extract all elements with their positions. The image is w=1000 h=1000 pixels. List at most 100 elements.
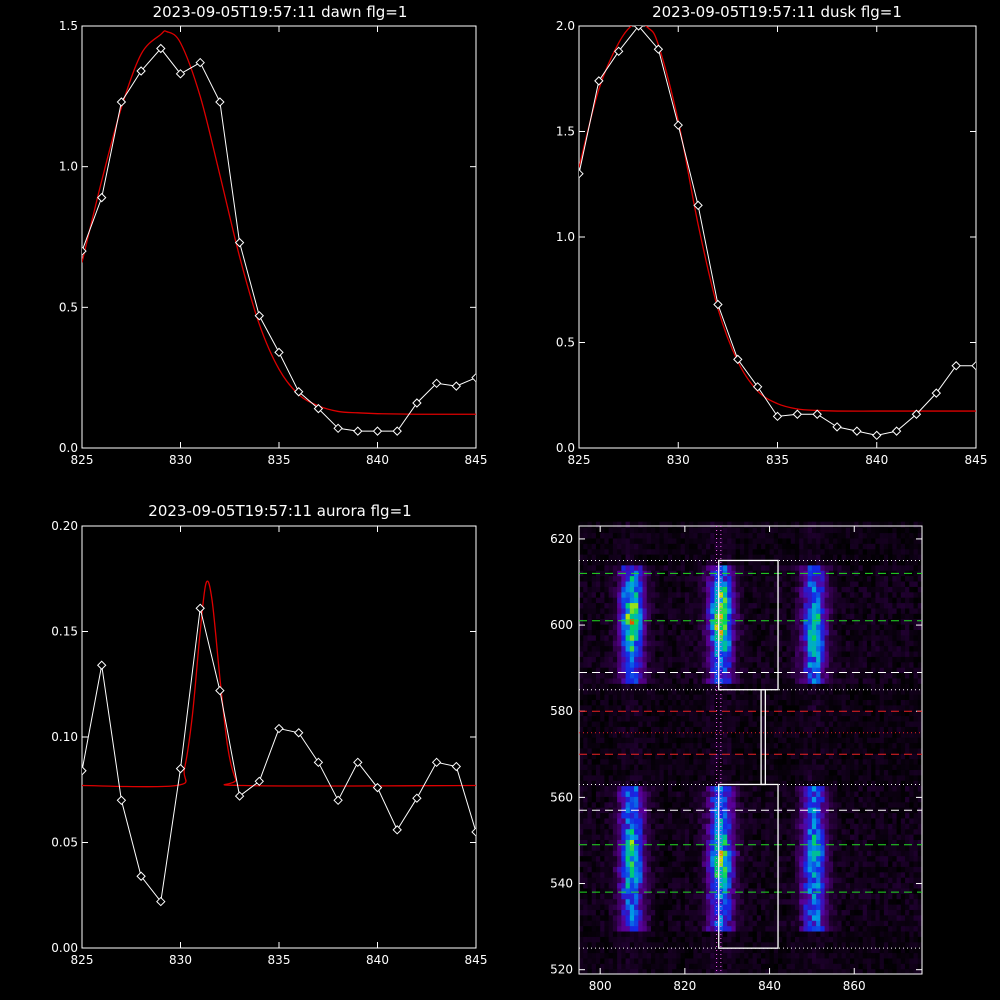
heatmap-cell — [761, 887, 766, 894]
heatmap-cell — [833, 893, 838, 900]
heatmap-cell — [883, 893, 889, 900]
heatmap-cell — [833, 774, 838, 781]
heatmap-cell — [888, 807, 893, 814]
heatmap-cell — [663, 898, 669, 905]
heatmap-cell — [689, 947, 694, 954]
heatmap-cell — [693, 817, 699, 824]
heatmap-cell — [642, 683, 648, 690]
heatmap-cell — [790, 769, 796, 776]
heatmap-cell — [799, 882, 805, 889]
heatmap-cell — [756, 952, 762, 959]
heatmap-cell — [706, 688, 711, 695]
heatmap-cell — [587, 774, 593, 781]
heatmap-cell — [612, 817, 618, 824]
heatmap-cell — [875, 952, 881, 959]
heatmap-cell — [828, 661, 834, 668]
heatmap-cell — [854, 828, 860, 835]
heatmap-cell — [786, 844, 792, 851]
heatmap-cell — [778, 914, 783, 921]
heatmap-cell — [600, 731, 606, 738]
heatmap-cell — [769, 785, 775, 792]
heatmap-cell — [706, 963, 711, 970]
heatmap-cell — [773, 715, 779, 722]
heatmap-cell — [684, 844, 690, 851]
heatmap-cell — [604, 764, 610, 770]
heatmap-cell — [646, 963, 652, 970]
heatmap-cell — [663, 909, 669, 916]
heatmap-cell — [909, 952, 915, 959]
heatmap-cell — [672, 731, 677, 738]
heatmap-cell — [676, 839, 682, 846]
heatmap-cell — [752, 871, 758, 878]
heatmap-cell — [722, 909, 728, 916]
heatmap-cell — [828, 893, 834, 900]
heatmap-cell — [680, 871, 686, 878]
heatmap-cell — [824, 672, 830, 679]
heatmap-cell — [909, 963, 915, 970]
heatmap-cell — [625, 914, 631, 921]
heatmap-cell — [617, 747, 622, 754]
heatmap-cell — [858, 893, 864, 900]
heatmap-cell — [701, 731, 707, 738]
heatmap-cell — [579, 764, 584, 770]
heatmap-cell — [621, 688, 627, 695]
heatmap-cell — [676, 774, 682, 781]
heatmap-cell — [634, 957, 639, 964]
heatmap-cell — [600, 925, 606, 932]
heatmap-cell — [862, 957, 868, 964]
heatmap-cell — [621, 855, 627, 862]
aurora|2-ytick-label: 0.15 — [51, 625, 78, 639]
heatmap-cell — [684, 715, 690, 722]
heatmap-cell — [896, 860, 902, 867]
heatmap-cell — [837, 742, 843, 749]
heatmap-cell — [579, 930, 584, 937]
heatmap-cell — [866, 737, 872, 744]
heatmap-cell — [828, 710, 834, 717]
heatmap-cell — [672, 780, 677, 787]
heatmap-cell — [701, 661, 707, 668]
heatmap-cell — [786, 968, 792, 975]
heatmap-cell — [888, 893, 893, 900]
heatmap-cell — [697, 909, 703, 916]
heatmap-cell — [871, 968, 877, 975]
heatmap-cell — [710, 844, 716, 851]
heatmap-cell — [608, 834, 614, 840]
heatmap-cell — [807, 855, 813, 862]
heatmap-cell — [591, 753, 597, 760]
heatmap-cell — [820, 699, 826, 706]
heatmap-cell — [600, 704, 606, 711]
heatmap-cell — [850, 887, 855, 894]
heatmap-cell — [731, 963, 737, 970]
heatmap-cell — [663, 780, 669, 787]
heatmap-cell — [680, 753, 686, 760]
heatmap-cell — [600, 774, 606, 781]
heatmap-cell — [655, 839, 661, 846]
heatmap-cell — [866, 936, 872, 943]
heatmap-cell — [744, 877, 749, 884]
heatmap-cell — [875, 683, 881, 690]
dusk-data-point — [594, 76, 604, 86]
heatmap-cell — [748, 672, 754, 679]
heatmap-cell — [663, 817, 669, 824]
heatmap-cell — [621, 801, 627, 808]
heatmap-cell — [854, 774, 860, 781]
heatmap-cell — [642, 930, 648, 937]
heatmap-cell — [731, 909, 737, 916]
heatmap-cell — [701, 790, 707, 797]
heatmap-cell — [820, 834, 826, 840]
heatmap-cell — [752, 866, 758, 873]
heatmap-cell — [655, 968, 661, 975]
heatmap-cell — [862, 866, 868, 873]
heatmap-cell — [820, 855, 826, 862]
heatmap-cell — [888, 720, 893, 727]
heatmap-cell — [905, 758, 910, 765]
heatmap-cell — [888, 877, 893, 884]
heatmap-cell — [913, 914, 919, 921]
heatmap-cell — [778, 952, 783, 959]
heatmap-cell — [600, 957, 606, 964]
heatmap-cell — [583, 699, 589, 706]
heatmap-cell — [655, 817, 661, 824]
heatmap-cell — [587, 893, 593, 900]
heatmap-cell — [638, 844, 644, 851]
heatmap-cell — [837, 877, 843, 884]
